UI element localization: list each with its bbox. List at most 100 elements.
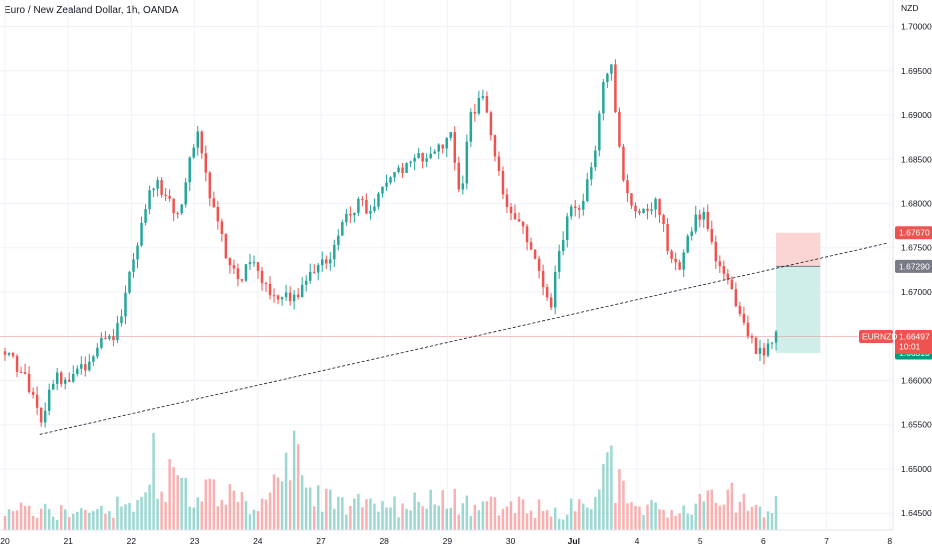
candle-body [690,231,693,237]
volume-bar [634,505,637,530]
candle-body [276,295,280,300]
candle-body [365,199,368,214]
x-tick-label: 29 [443,536,453,546]
volume-bar [417,501,420,530]
volume-bar [590,509,593,530]
volume-bar [582,503,585,530]
candle-body [196,131,200,148]
volume-bar [646,504,649,530]
volume-bar [72,513,75,530]
candle-body [244,264,248,281]
candle-body [509,206,513,214]
time-axis[interactable]: 20 21 22 23 24 27 28 29 30 Jul 4 5 6 7 8 [0,529,893,546]
volume-bar [280,481,284,530]
volume-bar [405,508,408,530]
candle-body [31,391,35,395]
position-tool[interactable] [776,232,821,354]
candle-body [204,153,208,173]
candle-body [678,262,681,270]
volume-bar [569,498,573,530]
candle-body [405,162,408,173]
x-tick-label: 23 [190,536,200,546]
volume-bar [481,501,485,530]
candle-body [39,407,43,423]
candle-body [312,271,316,273]
candle-body [569,206,573,217]
candle-body [561,240,565,252]
candle-body [590,167,593,180]
volume-bar [333,508,336,530]
candle-body [7,352,11,355]
volume-bar [545,510,549,530]
volume-bar [96,509,99,530]
volume-bar [337,496,340,530]
candle-body [626,180,629,194]
candle-body [341,222,344,236]
volume-bar [144,492,147,530]
candle-body [622,146,625,181]
candle-body [63,379,67,384]
x-tick-label: 8 [887,536,892,546]
volume-bar [578,499,581,530]
volume-bar [429,489,432,530]
candle-body [112,336,115,341]
candle-body [670,251,673,259]
price-tag [895,259,932,273]
candle-body [726,273,730,280]
candle-body [268,283,272,296]
candle-body [144,209,147,223]
candle-body [389,177,392,183]
volume-bar [132,511,135,530]
volume-bar [650,499,653,530]
volume-bar [248,514,252,530]
candle-body [481,96,485,98]
volume-bar [236,502,240,530]
candle-body [200,131,204,154]
candle-body [148,190,151,210]
stop-loss-zone [776,232,821,267]
candle-body [614,64,617,113]
candle-body [489,112,493,136]
candle-body [325,259,328,264]
volume-bar [557,518,561,530]
price-tag [895,226,932,240]
volume-bar [160,491,163,530]
candle-body [750,336,754,338]
candle-body [176,213,179,215]
volume-bar [734,512,738,530]
candle-body [288,292,292,302]
candle-body [353,212,356,216]
x-tick-label: 28 [379,536,389,546]
candle-body [393,172,396,178]
volume-bar [349,506,352,530]
volume-bar [549,516,553,530]
candle-body [525,226,529,243]
volume-bar [690,514,693,530]
candle-body [192,147,195,158]
volume-bar [341,497,344,530]
price-axis[interactable]: 1.70000 1.69500 1.69000 1.68500 1.68000 1.675… [859,0,932,530]
candle-body [553,271,557,308]
candle-body [296,294,300,298]
candle-body [152,188,155,191]
volume-bar [15,510,19,530]
candle-body [674,258,677,263]
volume-bar [469,515,473,530]
last-price-tag [895,329,932,354]
candle-body [264,283,268,285]
volume-bar [670,510,673,530]
y-tick-label: 1.66000 [901,375,932,385]
volume-bar [678,513,681,530]
candle-body [280,297,284,300]
volume-bar [184,477,187,530]
candle-body [533,249,537,259]
candle-body [120,316,123,324]
candle-body [136,245,139,260]
volume-bar [168,458,171,530]
candle-body [300,284,304,298]
volume-bar [706,490,710,530]
candle-body [738,305,742,314]
volume-bar [288,480,292,530]
candle-body [710,228,714,242]
